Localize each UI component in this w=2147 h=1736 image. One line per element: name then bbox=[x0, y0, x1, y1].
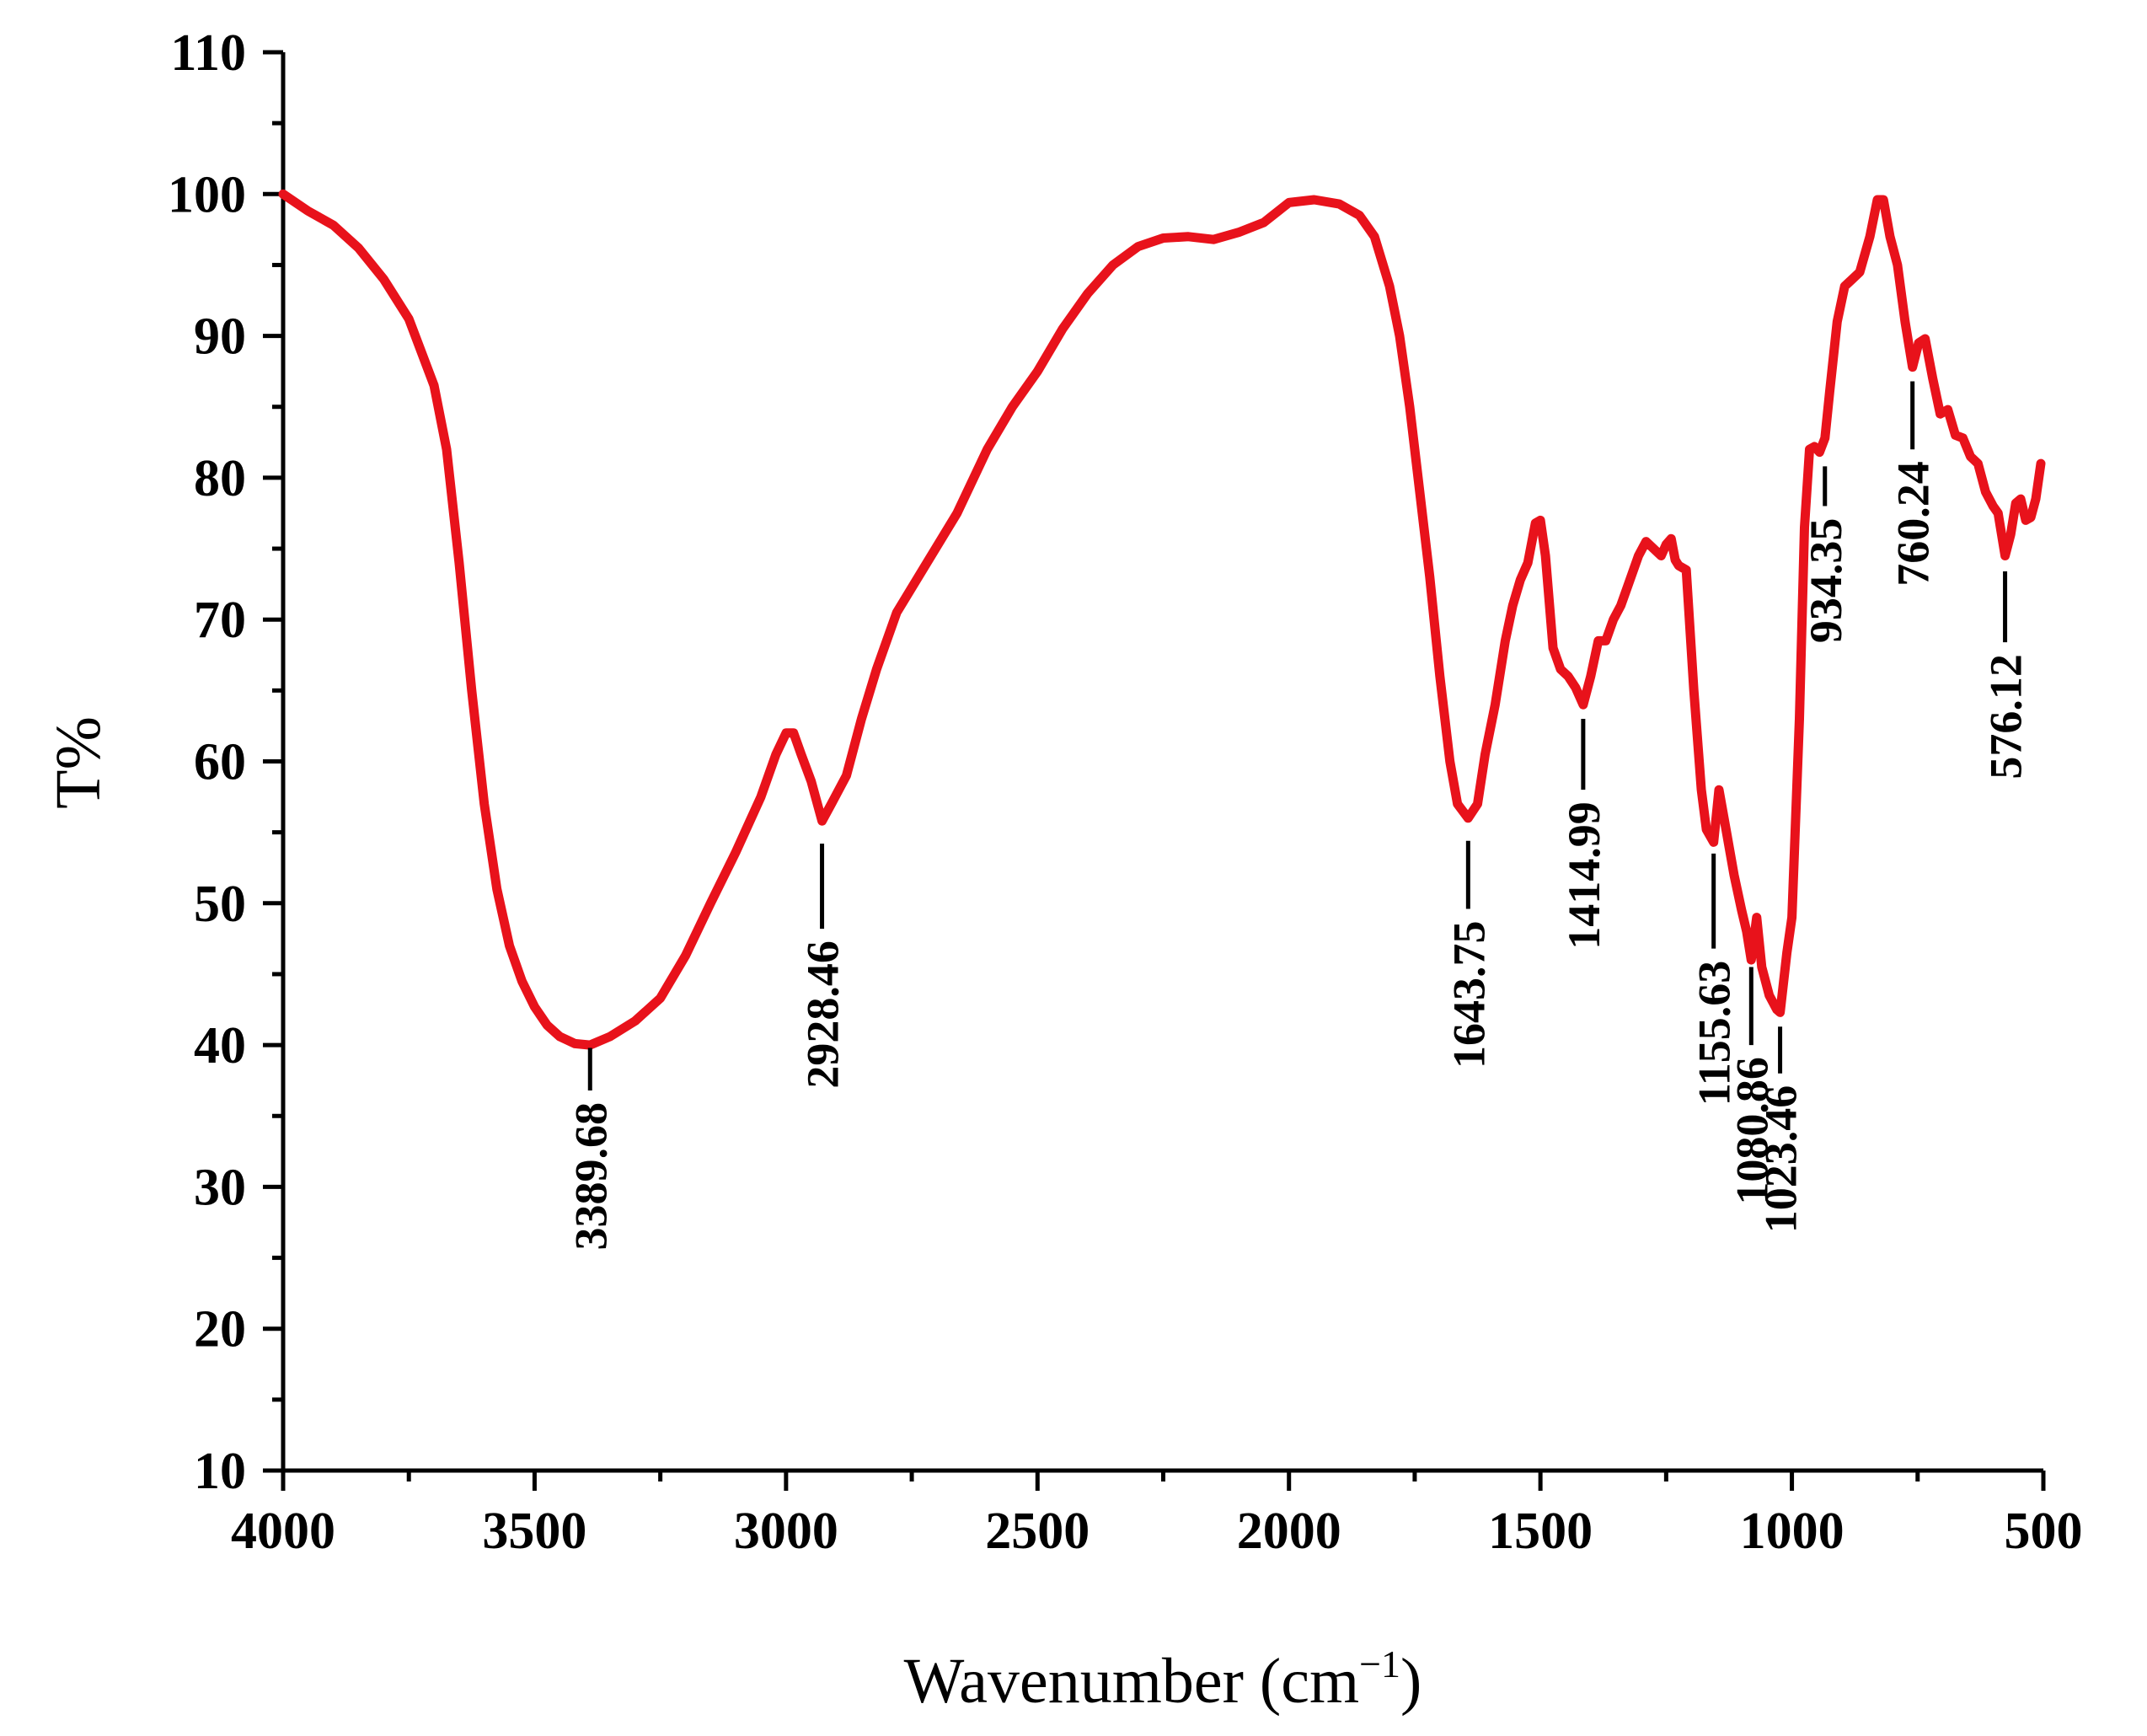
y-tick-label: 90 bbox=[194, 308, 246, 366]
peak-label: 1080.86 bbox=[1727, 1057, 1777, 1205]
x-tick-label: 4000 bbox=[231, 1503, 335, 1560]
x-tick-label: 3000 bbox=[734, 1503, 838, 1560]
spectrum-line bbox=[278, 189, 2046, 1050]
x-tick-label: 2000 bbox=[1237, 1503, 1341, 1560]
y-tick-label: 100 bbox=[168, 166, 246, 223]
peak-label: 2928.46 bbox=[798, 940, 849, 1089]
peak-label: 760.24 bbox=[1888, 461, 1939, 587]
y-tick-label: 10 bbox=[194, 1443, 246, 1500]
peak-label: 934.35 bbox=[1801, 518, 1851, 644]
y-tick-label: 40 bbox=[194, 1017, 246, 1074]
y-axis-title: T% bbox=[43, 716, 114, 809]
x-tick-label: 500 bbox=[2005, 1503, 2083, 1560]
peak-label: 576.12 bbox=[1981, 654, 2032, 780]
y-tick-label: 60 bbox=[194, 734, 246, 791]
tick-labels: 10 20 30 40 50 60 70 80 90 100 110 4000 3500 3000 2500… bbox=[168, 24, 2083, 1560]
axes bbox=[281, 52, 2043, 1473]
x-tick-label: 1000 bbox=[1740, 1503, 1844, 1560]
peak-label: 1643.75 bbox=[1443, 921, 1494, 1069]
ticks bbox=[263, 50, 2046, 1491]
y-tick-label: 50 bbox=[194, 876, 246, 933]
peak-label: 1155.63 bbox=[1689, 961, 1740, 1106]
peak-label: 3389.68 bbox=[565, 1102, 616, 1251]
x-tick-label: 2500 bbox=[985, 1503, 1090, 1560]
x-tick-label: 3500 bbox=[482, 1503, 586, 1560]
x-axis-title: Wavenumber (cm−1) bbox=[904, 1642, 1422, 1717]
peak-annotations: 3389.68 2928.46 1643.75 1414.99 1155.631080.… bbox=[565, 381, 2032, 1251]
y-tick-label: 20 bbox=[194, 1301, 246, 1358]
peak-label: 1414.99 bbox=[1559, 801, 1609, 949]
x-tick-label: 1500 bbox=[1488, 1503, 1593, 1560]
y-tick-label: 30 bbox=[194, 1159, 246, 1216]
y-tick-label: 80 bbox=[194, 450, 246, 507]
y-tick-label: 70 bbox=[194, 592, 246, 649]
peak-label: 1023.46 bbox=[1756, 1085, 1807, 1234]
y-tick-label: 110 bbox=[170, 24, 246, 82]
